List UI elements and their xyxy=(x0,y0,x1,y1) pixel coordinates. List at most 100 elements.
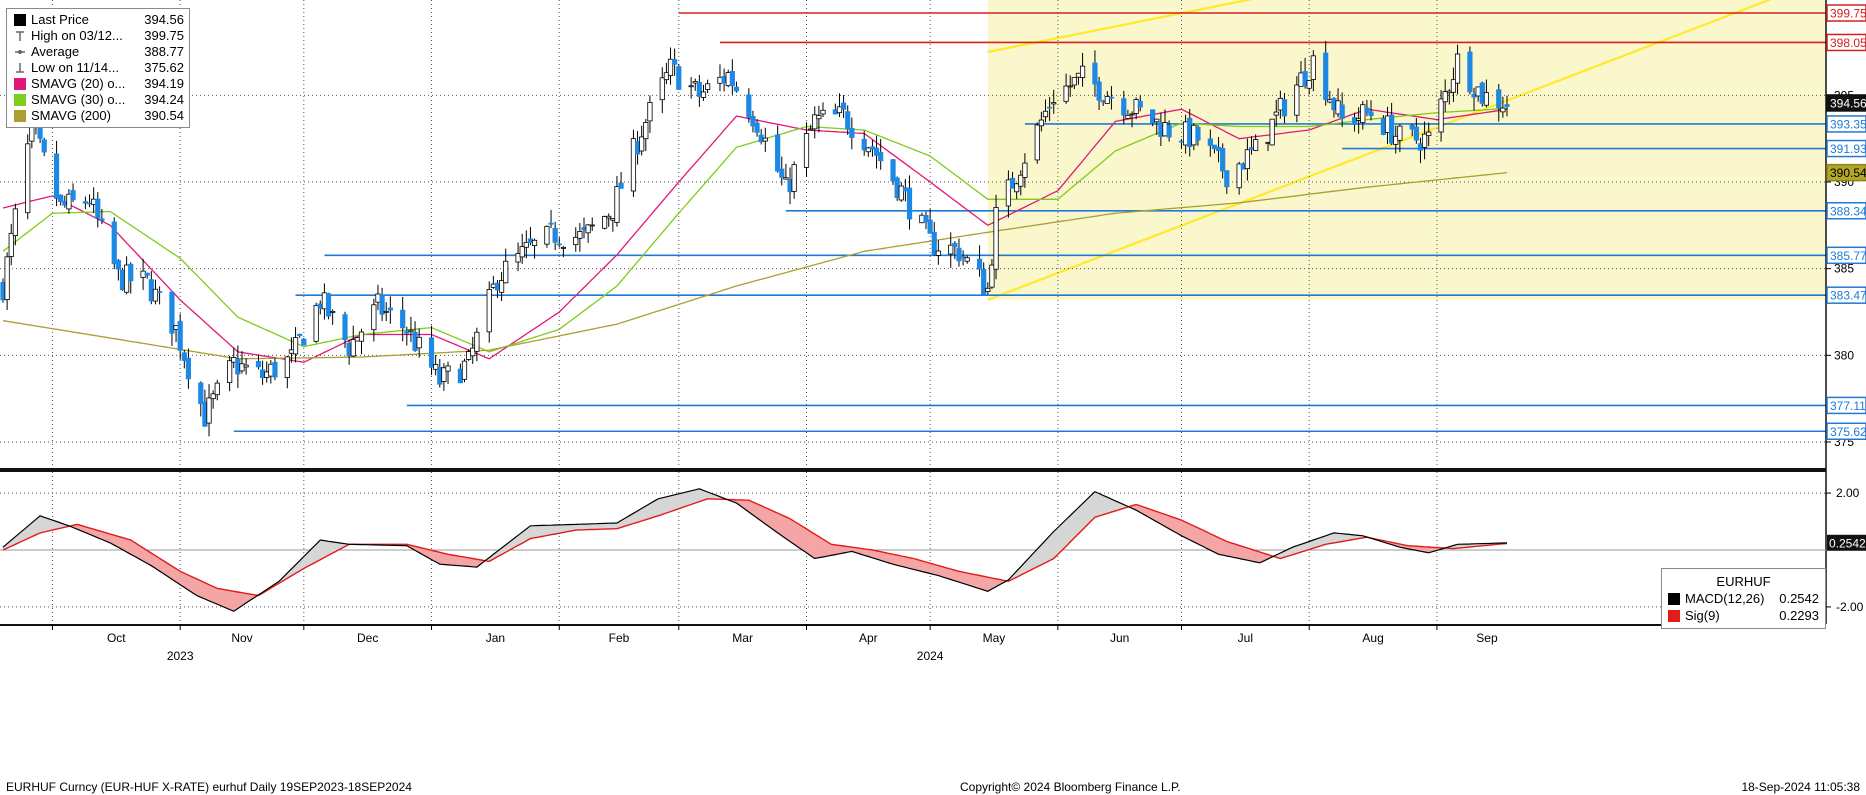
macd-fill xyxy=(975,574,980,589)
candle-up xyxy=(227,360,233,384)
green-square-icon xyxy=(14,94,26,106)
candle-up xyxy=(1294,84,1300,116)
candle-down xyxy=(696,82,702,97)
macd-fill xyxy=(1185,521,1190,541)
macd-fill xyxy=(575,524,581,531)
candle-up xyxy=(1071,77,1077,86)
candle-up xyxy=(1310,55,1316,80)
candle-up xyxy=(292,337,299,355)
candle-down xyxy=(927,219,933,234)
legend-low: Low on 11/14... 375.62 xyxy=(10,60,184,76)
candle-up xyxy=(560,246,566,249)
price-tag-label: 383.47 xyxy=(1830,289,1866,303)
candle-down xyxy=(552,227,558,243)
candle-down xyxy=(144,272,150,276)
candle-down xyxy=(931,231,937,255)
price-tag xyxy=(1826,422,1866,441)
candle-up xyxy=(803,133,810,168)
candle-up xyxy=(1051,102,1057,105)
macd-y-tick-label: -2.00 xyxy=(1836,600,1864,614)
price-tag-label: 377.11 xyxy=(1830,399,1866,413)
candle-down xyxy=(342,314,348,341)
macd-fill xyxy=(1234,543,1240,559)
macd-line xyxy=(2,488,1508,612)
footer-right: 18-Sep-2024 11:05:38 xyxy=(1741,780,1860,794)
olive-square-icon xyxy=(14,110,26,122)
candle-up xyxy=(589,224,595,227)
candle-up xyxy=(461,360,468,380)
macd-fill xyxy=(538,525,543,538)
macd-legend-signal: Sig(9) 0.2293 xyxy=(1668,607,1819,624)
x-tick-label: Jul xyxy=(1238,631,1253,645)
macd-y-tick-label: 2.00 xyxy=(1836,486,1860,500)
macd-fill xyxy=(971,573,976,588)
x-tick-label: Aug xyxy=(1362,631,1383,645)
macd-fill xyxy=(554,524,560,535)
candle-down xyxy=(379,294,385,315)
macd-fill xyxy=(1247,547,1252,562)
candle-up xyxy=(1438,98,1444,133)
candle-up xyxy=(1442,91,1448,103)
candle-up xyxy=(1125,114,1131,119)
macd-fill xyxy=(662,496,667,515)
high-marker-icon xyxy=(14,30,26,42)
candle-up xyxy=(659,77,665,101)
macd-fill xyxy=(233,591,239,612)
macd-fill xyxy=(1094,491,1100,518)
x-tick-label: Jan xyxy=(486,631,505,645)
price-tag-label: 388.34 xyxy=(1830,204,1866,218)
candle-down xyxy=(1368,111,1374,116)
candle-down xyxy=(849,127,855,139)
x-year-label: 2023 xyxy=(167,649,194,663)
candle-up xyxy=(1154,118,1160,123)
x-tick-label: Oct xyxy=(107,631,126,645)
candle-down xyxy=(58,194,64,203)
candle-up xyxy=(1253,139,1259,151)
candle-down xyxy=(169,291,175,334)
candle-up xyxy=(606,215,612,219)
candle-down xyxy=(1092,62,1098,85)
candle-up xyxy=(700,91,707,98)
candle-up xyxy=(1034,124,1040,161)
candle-down xyxy=(923,215,929,223)
candle-up xyxy=(643,122,649,140)
macd-fill xyxy=(221,588,226,609)
candle-up xyxy=(688,85,694,88)
macd-fill xyxy=(674,493,679,511)
macd-fill xyxy=(1065,515,1071,547)
macd-fill xyxy=(798,523,803,551)
macd-fill xyxy=(690,489,696,505)
price-tag xyxy=(1826,4,1866,22)
macd-last-tag xyxy=(1827,534,1866,551)
x-tick-label: Sep xyxy=(1476,631,1498,645)
macd-fill xyxy=(802,526,807,554)
candle-down xyxy=(115,260,121,270)
macd-fill xyxy=(604,523,609,530)
candle-up xyxy=(1500,107,1506,113)
candle-up xyxy=(762,137,768,142)
candle-down xyxy=(845,111,851,130)
candle-up xyxy=(371,304,377,331)
candle-down xyxy=(387,307,393,311)
x-tick-label: Nov xyxy=(231,631,252,645)
y-tick-label: 380 xyxy=(1834,348,1854,362)
magenta-square-icon xyxy=(14,78,26,90)
macd-fill xyxy=(1337,533,1343,543)
candle-up xyxy=(1063,85,1069,102)
black-square-icon xyxy=(1668,592,1680,605)
candle-down xyxy=(873,147,880,156)
macd-fill xyxy=(1238,545,1244,560)
candle-down xyxy=(672,59,678,65)
candle-up xyxy=(820,109,826,115)
candle-up xyxy=(152,288,159,302)
candle-down xyxy=(1150,109,1156,124)
candle-down xyxy=(840,102,847,110)
macd-fill xyxy=(592,523,597,530)
price-tag xyxy=(1826,286,1866,304)
candle-down xyxy=(272,361,278,378)
macd-fill xyxy=(670,494,675,512)
candle-up xyxy=(1038,119,1044,127)
price-tag-label: 390.54 xyxy=(1830,166,1866,180)
candle-up xyxy=(4,256,10,300)
candle-down xyxy=(1108,96,1115,99)
